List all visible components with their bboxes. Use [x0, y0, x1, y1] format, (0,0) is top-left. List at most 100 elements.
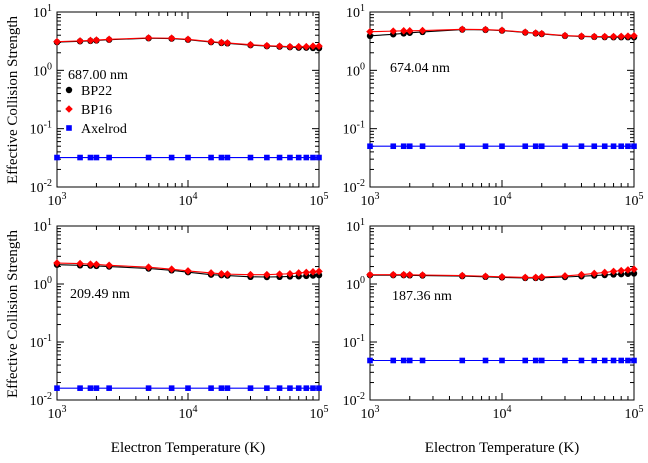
data-point-bp16	[76, 37, 84, 45]
y-tick-label: 10-1	[30, 120, 52, 138]
data-point-bp16	[92, 260, 101, 269]
data-point-axelrod	[224, 154, 231, 161]
x-tick-label: 104	[179, 404, 198, 422]
data-point-axelrod	[400, 143, 407, 150]
data-point-axelrod	[316, 385, 322, 391]
data-point-bp22	[366, 32, 374, 40]
data-point-bp16	[263, 270, 271, 279]
x-axis-title-left: Electron Temperature (K)	[111, 440, 265, 456]
data-point-bp16	[144, 263, 153, 271]
data-point-axelrod	[93, 385, 100, 391]
data-point-bp16	[418, 26, 427, 35]
data-point-axelrod	[578, 357, 585, 364]
data-point-axelrod	[218, 385, 225, 391]
data-point-axelrod	[295, 154, 302, 161]
data-point-bp16	[537, 29, 546, 38]
data-point-bp16	[76, 259, 84, 268]
data-point-axelrod	[631, 357, 637, 364]
data-point-bp16	[246, 270, 255, 279]
data-point-bp16	[309, 268, 317, 276]
data-point-axelrod	[532, 143, 539, 150]
data-point-axelrod	[145, 385, 152, 391]
data-point-axelrod	[106, 385, 112, 391]
data-point-bp16	[481, 272, 490, 281]
data-point-bp16	[405, 27, 414, 35]
data-point-bp16	[531, 29, 540, 37]
data-point-bp16	[577, 270, 586, 279]
data-point-axelrod	[400, 357, 407, 364]
chart-panel-3: 103 104 105 10-2 10-1 100 101 209.49 nm	[30, 217, 329, 422]
data-point-bp16	[223, 39, 232, 47]
y-tick-label: 101	[346, 3, 365, 21]
data-point-axelrod	[499, 357, 505, 364]
data-point-bp16	[275, 42, 284, 50]
legend-label-bp16: BP16	[81, 103, 112, 118]
data-point-axelrod	[224, 385, 231, 391]
data-point-axelrod	[522, 357, 529, 364]
x-tick-label: 103	[361, 404, 380, 422]
data-point-bp16	[389, 270, 398, 279]
data-point-axelrod	[54, 385, 60, 391]
data-point-bp16	[223, 270, 232, 278]
data-point-axelrod	[93, 154, 100, 161]
y-tick-label: 100	[346, 275, 365, 293]
data-point-bp16	[481, 25, 490, 34]
x-tick-label: 105	[310, 191, 329, 209]
x-tick-label: 105	[625, 191, 644, 209]
data-point-bp16	[609, 32, 618, 41]
data-point-bp16	[405, 271, 414, 279]
data-point-bp16	[498, 273, 506, 281]
y-tick-label: 10-2	[30, 178, 52, 196]
data-point-axelrod	[610, 357, 617, 364]
data-point-bp16	[207, 269, 215, 277]
data-point-axelrod	[145, 154, 152, 161]
y-tick-label: 10-2	[343, 391, 365, 409]
data-point-axelrod	[419, 143, 426, 150]
data-point-bp16	[53, 259, 61, 267]
wavelength-label: 187.36 nm	[392, 289, 452, 304]
data-point-axelrod	[247, 154, 254, 161]
data-point-axelrod	[287, 154, 293, 161]
data-point-bp16	[458, 271, 467, 280]
data-point-bp16	[86, 260, 95, 268]
data-point-axelrod	[87, 154, 94, 161]
legend-label-bp22: BP22	[81, 84, 112, 99]
y-tick-label: 10-1	[30, 333, 52, 351]
data-point-axelrod	[168, 385, 175, 391]
y-tick-label: 100	[33, 275, 52, 293]
data-point-axelrod	[591, 357, 598, 364]
data-point-bp16	[531, 273, 540, 282]
data-point-axelrod	[578, 143, 585, 150]
data-point-axelrod	[310, 385, 316, 391]
data-point-axelrod	[185, 154, 191, 161]
data-point-bp16	[537, 273, 546, 281]
data-point-bp16	[609, 267, 618, 276]
y-tick-label: 10-2	[30, 391, 52, 409]
x-axis-title-right: Electron Temperature (K)	[425, 440, 579, 456]
data-point-axelrod	[538, 143, 545, 150]
data-point-axelrod	[54, 154, 60, 161]
data-point-axelrod	[276, 385, 283, 391]
data-point-axelrod	[538, 357, 545, 364]
data-point-bp16	[366, 270, 374, 279]
data-point-axelrod	[390, 143, 397, 150]
data-point-bp16	[53, 37, 61, 46]
data-point-axelrod	[208, 154, 214, 161]
data-point-bp16	[561, 31, 569, 40]
data-point-axelrod	[482, 143, 489, 150]
data-point-bp16	[167, 34, 176, 43]
data-point-axelrod	[562, 357, 568, 364]
y-tick-label: 101	[346, 217, 365, 235]
data-point-bp16	[617, 32, 626, 41]
data-point-bp16	[184, 267, 192, 275]
data-point-bp16	[309, 42, 317, 50]
data-point-bp16	[184, 35, 192, 44]
y-tick-label: 10-1	[343, 120, 365, 138]
data-point-axelrod	[406, 143, 413, 150]
wavelength-label: 687.00 nm	[68, 68, 128, 83]
data-point-axelrod	[390, 357, 397, 364]
data-point-bp22	[624, 270, 632, 277]
x-tick-label: 103	[48, 191, 67, 209]
